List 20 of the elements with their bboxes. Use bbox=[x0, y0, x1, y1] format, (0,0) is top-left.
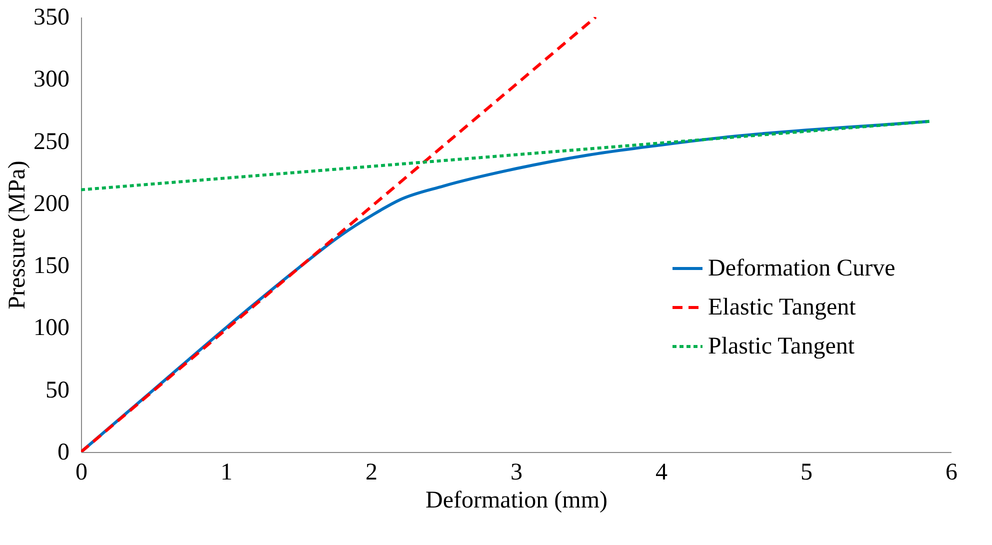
x-tick-label: 0 bbox=[76, 460, 88, 486]
y-tick-label: 250 bbox=[34, 128, 70, 155]
legend-label: Deformation Curve bbox=[708, 256, 896, 282]
x-tick-label: 6 bbox=[946, 460, 958, 486]
legend-label: Plastic Tangent bbox=[708, 334, 855, 360]
y-tick-label: 150 bbox=[34, 253, 70, 280]
y-tick-label: 350 bbox=[34, 4, 70, 30]
x-tick-label: 2 bbox=[366, 460, 378, 486]
y-tick-label: 50 bbox=[46, 377, 70, 404]
y-tick-label: 300 bbox=[34, 66, 70, 93]
x-tick-label: 3 bbox=[510, 460, 522, 486]
y-tick-label: 200 bbox=[34, 190, 70, 217]
x-tick-label: 5 bbox=[800, 460, 812, 486]
y-axis-title: Pressure (MPa) bbox=[4, 160, 30, 310]
x-tick-label: 1 bbox=[220, 460, 232, 486]
x-tick-label: 4 bbox=[656, 460, 668, 486]
y-tick-label: 0 bbox=[58, 440, 70, 466]
x-axis-title: Deformation (mm) bbox=[426, 488, 608, 514]
y-tick-label: 100 bbox=[34, 315, 70, 342]
legend-label: Elastic Tangent bbox=[708, 294, 856, 320]
